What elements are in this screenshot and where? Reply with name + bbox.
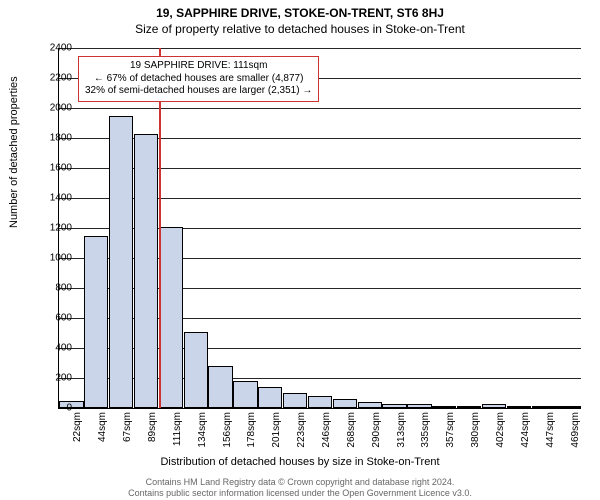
bar <box>532 406 556 408</box>
y-tick-label: 1800 <box>32 133 72 144</box>
x-tick-label: 156sqm <box>222 412 233 452</box>
y-tick-label: 1200 <box>32 223 72 234</box>
x-tick-label: 469sqm <box>570 412 581 452</box>
x-tick-label: 447sqm <box>545 412 556 452</box>
x-tick-label: 290sqm <box>371 412 382 452</box>
y-tick-label: 600 <box>32 313 72 324</box>
bar <box>109 116 133 409</box>
chart-title-sub: Size of property relative to detached ho… <box>0 20 600 40</box>
x-tick-label: 357sqm <box>445 412 456 452</box>
y-tick-label: 1000 <box>32 253 72 264</box>
bar <box>184 332 208 409</box>
gridline <box>59 48 581 49</box>
bar <box>432 406 456 408</box>
reference-line <box>159 48 161 408</box>
bar <box>556 406 580 408</box>
y-tick-label: 2000 <box>32 103 72 114</box>
bar <box>283 393 307 408</box>
x-tick-label: 44sqm <box>97 412 108 452</box>
footer: Contains HM Land Registry data © Crown c… <box>0 477 600 499</box>
annotation-box: 19 SAPPHIRE DRIVE: 111sqm← 67% of detach… <box>78 56 319 102</box>
bar <box>333 399 357 408</box>
x-tick-label: 111sqm <box>172 412 183 452</box>
footer-line-1: Contains HM Land Registry data © Crown c… <box>0 477 600 488</box>
bar <box>208 366 232 408</box>
bar <box>407 404 431 408</box>
footer-line-2: Contains public sector information licen… <box>0 488 600 499</box>
x-tick-label: 380sqm <box>470 412 481 452</box>
bar <box>258 387 282 408</box>
annotation-line-1: 19 SAPPHIRE DRIVE: 111sqm <box>85 60 312 73</box>
chart-title-main: 19, SAPPHIRE DRIVE, STOKE-ON-TRENT, ST6 … <box>0 0 600 20</box>
x-tick-label: 335sqm <box>420 412 431 452</box>
bar <box>482 404 506 409</box>
chart-container: 19, SAPPHIRE DRIVE, STOKE-ON-TRENT, ST6 … <box>0 0 600 500</box>
x-tick-label: 89sqm <box>147 412 158 452</box>
bar <box>382 404 406 409</box>
y-tick-label: 1600 <box>32 163 72 174</box>
x-tick-label: 201sqm <box>271 412 282 452</box>
x-tick-label: 22sqm <box>72 412 83 452</box>
x-axis-label: Distribution of detached houses by size … <box>0 456 600 468</box>
y-tick-label: 2400 <box>32 43 72 54</box>
bar <box>233 381 257 408</box>
y-tick-label: 800 <box>32 283 72 294</box>
x-tick-label: 246sqm <box>321 412 332 452</box>
x-tick-label: 178sqm <box>246 412 257 452</box>
x-tick-label: 313sqm <box>396 412 407 452</box>
x-tick-label: 223sqm <box>296 412 307 452</box>
x-tick-label: 402sqm <box>495 412 506 452</box>
bar <box>134 134 158 409</box>
y-tick-label: 0 <box>32 403 72 414</box>
bar <box>84 236 108 409</box>
x-tick-label: 67sqm <box>122 412 133 452</box>
bar <box>358 402 382 408</box>
plot-wrap <box>58 48 580 408</box>
y-tick-label: 400 <box>32 343 72 354</box>
x-tick-label: 424sqm <box>520 412 531 452</box>
x-tick-label: 268sqm <box>346 412 357 452</box>
bar <box>159 227 183 409</box>
y-tick-label: 1400 <box>32 193 72 204</box>
annotation-line-2: ← 67% of detached houses are smaller (4,… <box>85 73 312 86</box>
y-axis-label: Number of detached properties <box>8 76 20 228</box>
bar <box>457 406 481 408</box>
y-tick-label: 2200 <box>32 73 72 84</box>
bar <box>507 406 531 408</box>
bar <box>308 396 332 408</box>
annotation-line-3: 32% of semi-detached houses are larger (… <box>85 85 312 98</box>
gridline <box>59 108 581 109</box>
x-tick-label: 134sqm <box>197 412 208 452</box>
y-tick-label: 200 <box>32 373 72 384</box>
plot-area <box>58 48 581 409</box>
